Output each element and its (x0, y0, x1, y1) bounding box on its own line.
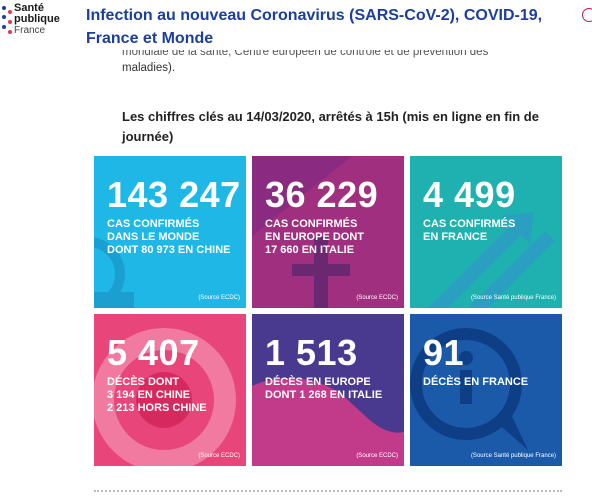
trend-arrows-icon (428, 212, 555, 308)
tile-number: 4 499 (423, 174, 516, 215)
target-circles-icon (94, 328, 236, 466)
section-divider (94, 490, 562, 492)
key-figures-heading: Les chiffres clés au 14/03/2020, arrêtés… (122, 109, 539, 144)
info-bubble-icon (410, 328, 528, 450)
logo-dots-icon (2, 6, 16, 36)
tile-label: CAS CONFIRMÉS EN EUROPE DONT 17 660 EN I… (265, 218, 365, 256)
tile-source: (Source ECDC) (198, 453, 240, 459)
person-illustration-icon (94, 237, 134, 308)
tile-number: 91 (423, 332, 465, 373)
tile-france-cases: 4 499 CAS CONFIRMÉS EN FRANCE (Source Sa… (410, 156, 562, 308)
tile-world-deaths: 5 407 DÉCÈS DONT 3 194 EN CHINE 2 213 HO… (94, 314, 246, 466)
tile-source: (Source ECDC) (356, 295, 398, 301)
site-header: Santé publique France Infection au nouve… (0, 0, 592, 50)
tile-label: DÉCÈS EN EUROPE DONT 1 268 EN ITALIE (265, 376, 383, 401)
tile-number: 5 407 (107, 332, 200, 373)
logo-text-line1: Santé (14, 2, 44, 14)
tile-europe-deaths: 1 513 DÉCÈS EN EUROPE DONT 1 268 EN ITAL… (252, 314, 404, 466)
tile-number: 1 513 (265, 332, 358, 373)
tile-label: CAS CONFIRMÉS DANS LE MONDE DONT 80 973 … (107, 218, 231, 256)
menu-icon[interactable] (582, 8, 592, 22)
pink-wave-icon (252, 377, 404, 466)
page-title: Infection au nouveau Coronavirus (SARS-C… (86, 7, 543, 47)
intro-line: maladies). (122, 62, 176, 74)
tile-source: (Source ECDC) (198, 295, 240, 301)
tile-source: (Source Santé publique France) (470, 453, 556, 459)
tile-source: (Source Santé publique France) (470, 295, 556, 301)
tile-world-cases: 143 247 CAS CONFIRMÉS DANS LE MONDE DONT… (94, 156, 246, 308)
tile-label: CAS CONFIRMÉS EN FRANCE (423, 218, 516, 243)
tile-label: DÉCÈS EN FRANCE (423, 376, 529, 388)
tile-europe-cases: 36 229 CAS CONFIRMÉS EN EUROPE DONT 17 6… (252, 156, 404, 308)
sante-publique-france-logo[interactable]: Santé publique France (0, 0, 72, 50)
key-figures-grid: 143 247 CAS CONFIRMÉS DANS LE MONDE DONT… (94, 156, 562, 466)
logo-text-line2: publique (14, 13, 60, 25)
tile-label: DÉCÈS DONT 3 194 EN CHINE 2 213 HORS CHI… (107, 376, 207, 414)
tile-number: 36 229 (265, 174, 379, 215)
tile-number: 143 247 (107, 174, 241, 215)
logo-text-line3: France (14, 25, 46, 36)
female-symbol-icon (252, 156, 352, 308)
tile-france-deaths: 91 DÉCÈS EN FRANCE (Source Santé publiqu… (410, 314, 562, 466)
tile-source: (Source ECDC) (356, 453, 398, 459)
